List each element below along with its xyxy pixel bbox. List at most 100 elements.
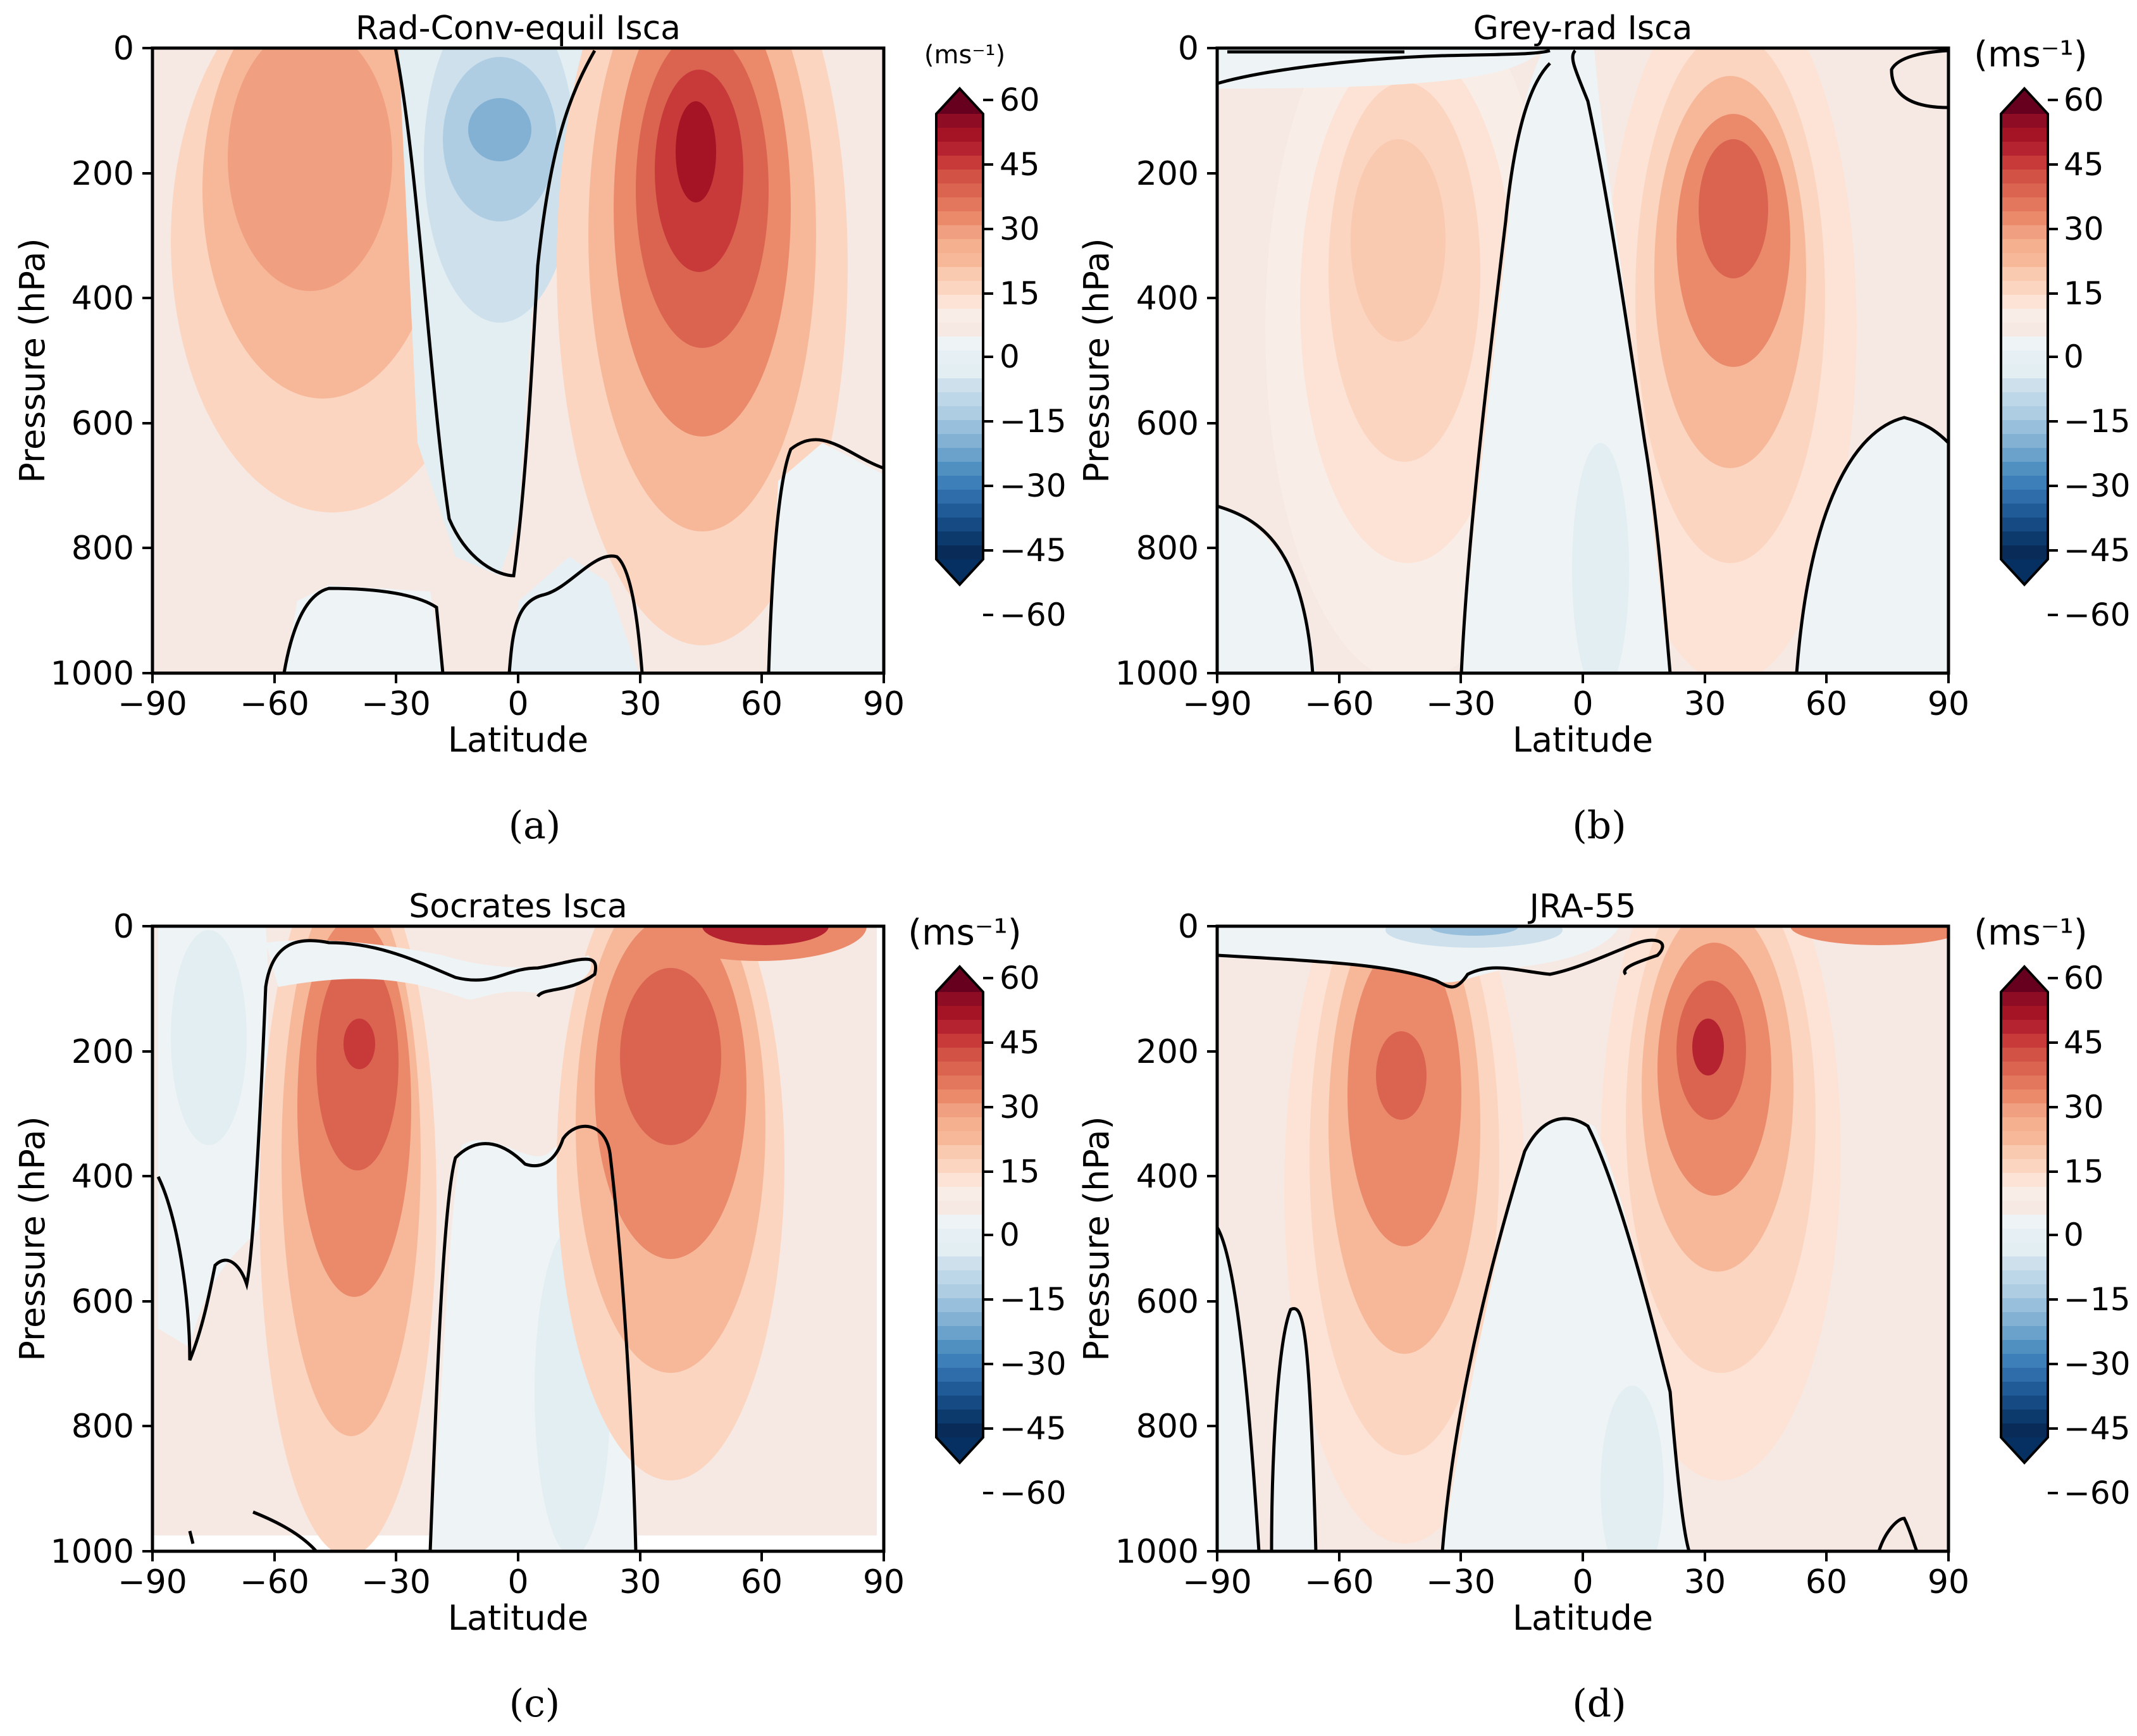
ytick-label-a: 0: [113, 30, 134, 68]
xtick-label-a: 90: [863, 685, 905, 723]
xtick-label-c: −90: [118, 1563, 187, 1601]
ytick-label-c: 800: [71, 1408, 134, 1446]
panel-c: Socrates Isca Latitude Pressure (hPa) (c…: [13, 888, 1067, 1726]
colorbar-tick-label-a: 45: [1000, 146, 1040, 183]
colorbar-tick-label-a: −30: [1000, 468, 1067, 504]
colorbar-extend-max-c: [936, 967, 983, 992]
ytick-label-b: 1000: [1115, 655, 1199, 693]
zero-contour-b-3: [1571, 49, 1672, 673]
ytick-label-d: 0: [1178, 908, 1199, 946]
xtick-label-c: 60: [741, 1563, 783, 1601]
jet-d-nh-6: [1692, 1019, 1724, 1076]
xlabel-b: Latitude: [1513, 720, 1653, 760]
ytick-label-a: 200: [71, 155, 134, 193]
colorbar-tick-label-b: −15: [2064, 403, 2131, 440]
jet-a-sh-3: [228, 48, 392, 291]
colorbar-a: (ms⁻¹) 60 45 30 15 0 −15 −30 −45 −60: [924, 40, 1067, 633]
caption-a: (a): [509, 803, 561, 848]
colorbar-extend-max-d: [2001, 967, 2048, 992]
colorbar-ticks-c: 60 45 30 15 0 −15 −30 −45 −60: [983, 960, 1067, 1511]
surface-easterly-a-1: [284, 585, 443, 673]
yticks-c: 0 200 400 600 800 1000: [51, 908, 152, 1571]
zero-contour-b-5: [1795, 416, 1948, 673]
colorbar-tick-label-c: 30: [1000, 1089, 1040, 1125]
zero-contour-a-2: [282, 586, 445, 673]
zero-contour-a-1: [393, 48, 597, 578]
xtick-label-c: 30: [619, 1563, 661, 1601]
ytick-label-c: 200: [71, 1033, 134, 1071]
zero-contour-c-1: [156, 939, 597, 1361]
colorbar-tick-label-a: −45: [1000, 532, 1067, 569]
easterly-b-sh: [1217, 506, 1316, 673]
colorbar-tick-label-d: 45: [2064, 1024, 2104, 1061]
xticks-b: −90 −60 −30 0 30 60 90: [1182, 673, 1969, 723]
contour-fill-a: [171, 48, 884, 673]
colorbar-extend-min-c: [936, 1437, 983, 1463]
colorbar-unit-b: (ms⁻¹): [1974, 34, 2087, 75]
colorbar-tick-label-c: −60: [1000, 1475, 1067, 1511]
colorbar-unit-a: (ms⁻¹): [924, 40, 1005, 70]
xtick-label-d: −90: [1182, 1563, 1252, 1601]
xticks-d: −90 −60 −30 0 30 60 90: [1182, 1551, 1969, 1601]
xtick-label-a: 60: [741, 685, 783, 723]
surface-easterly-a-3: [769, 443, 884, 673]
colorbar-tick-label-b: 15: [2064, 275, 2104, 312]
colorbar-tick-label-c: −30: [1000, 1346, 1067, 1382]
colorbar-bands-d: [2001, 992, 2048, 1437]
colorbar-tick-label-d: −15: [2064, 1281, 2131, 1318]
zero-contour-b-6: [1890, 49, 1948, 109]
xtick-label-c: −60: [240, 1563, 309, 1601]
caption-d: (d): [1572, 1682, 1626, 1726]
colorbar-tick-label-b: 0: [2064, 338, 2084, 375]
panel-title-a: Rad-Conv-equil Isca: [356, 9, 681, 47]
panel-title-c: Socrates Isca: [409, 888, 628, 926]
xtick-label-d: 0: [1572, 1563, 1593, 1601]
ytick-label-b: 200: [1136, 155, 1199, 193]
zero-contour-d-3: [1217, 1226, 1261, 1551]
xtick-label-c: 0: [507, 1563, 528, 1601]
xlabel-a: Latitude: [448, 720, 588, 760]
easterly-d-sh: [1217, 1227, 1259, 1551]
panel-b: Grey-rad Isca Latitude Pressure (hPa) (b…: [1077, 9, 2131, 848]
ytick-label-b: 400: [1136, 280, 1199, 318]
zero-contour-d-1: [1217, 938, 1664, 989]
contour-fill-c: [152, 926, 877, 1551]
colorbar-d: (ms⁻¹) 60 45 30 15 0 −15 −30 −45 −60: [1974, 912, 2130, 1511]
zero-contour-c-3: [188, 1530, 195, 1544]
ytick-label-c: 0: [113, 908, 134, 946]
zero-contour-b-4: [1217, 504, 1315, 673]
colorbar-tick-label-a: −15: [1000, 403, 1067, 440]
xtick-label-b: −60: [1304, 685, 1374, 723]
ytick-label-a: 800: [71, 530, 134, 567]
xtick-label-a: 0: [507, 685, 528, 723]
colorbar-tick-label-c: −15: [1000, 1281, 1067, 1318]
yticks-a: 0 200 400 600 800 1000: [51, 30, 152, 693]
zero-contour-b-1: [1217, 49, 1551, 85]
colorbar-extend-min-b: [2001, 559, 2048, 585]
colorbar-outline-a: [935, 87, 984, 586]
ytick-label-d: 400: [1136, 1158, 1199, 1196]
easterly-d-top-3: [1430, 926, 1518, 936]
xtick-label-b: −90: [1182, 685, 1252, 723]
easterly-d-eq-2: [1601, 1386, 1664, 1551]
ylabel-a: Pressure (hPa): [13, 238, 53, 483]
xticks-a: −90 −60 −30 0 30 60 90: [118, 673, 905, 723]
ytick-label-a: 600: [71, 405, 134, 443]
yticks-d: 0 200 400 600 800 1000: [1115, 908, 1217, 1571]
jet-b-sh-4: [1351, 139, 1446, 342]
colorbar-tick-label-d: 60: [2064, 960, 2104, 996]
zero-contour-a-3: [507, 554, 644, 673]
colorbar-tick-label-d: −45: [2064, 1410, 2131, 1447]
caption-c: (c): [509, 1682, 560, 1726]
colorbar-tick-label-d: 15: [2064, 1153, 2104, 1190]
jet-d-sh-5: [1376, 1031, 1427, 1120]
easterly-a-4: [468, 98, 531, 161]
zero-contour-d-2: [1440, 1117, 1691, 1551]
colorbar-tick-label-c: 15: [1000, 1153, 1040, 1190]
xtick-label-b: 90: [1928, 685, 1969, 723]
ylabel-c: Pressure (hPa): [13, 1116, 53, 1361]
colorbar-bands-c: [936, 992, 983, 1437]
ylabel-d: Pressure (hPa): [1077, 1116, 1117, 1361]
ytick-label-c: 600: [71, 1283, 134, 1321]
colorbar-c: (ms⁻¹) 60 45 30 15 0 −15 −30 −45 −60: [908, 912, 1066, 1511]
